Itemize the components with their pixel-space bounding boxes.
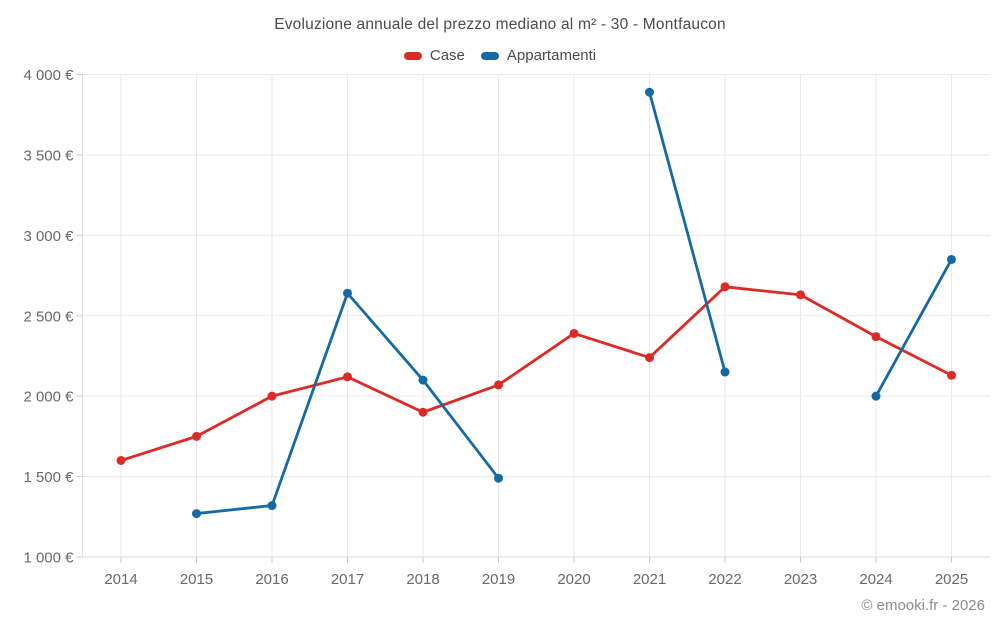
appartamenti-line [874,258,953,398]
appartamenti-point-2015[interactable] [192,509,201,519]
y-axis-label: 4 000 € [23,67,74,84]
x-axis-label: 2014 [104,571,137,588]
case-point-2017[interactable] [343,372,352,382]
x-axis-label: 2015 [180,571,213,588]
chart-legend: Case Appartamenti [0,47,1000,64]
legend-item-case[interactable]: Case [403,47,465,64]
legend-swatch-icon [480,51,499,60]
case-point-2020[interactable] [569,328,579,338]
copyright-watermark: © emooki.fr - 2026 [861,597,985,614]
case-point-2015[interactable] [192,431,201,441]
case-point-2025[interactable] [947,370,956,380]
case-line [119,285,953,462]
appartamenti-point-2016[interactable] [267,501,277,511]
y-axis-label: 2 000 € [23,389,74,406]
appartamenti-line [648,90,727,374]
chart-title: Evoluzione annuale del prezzo mediano al… [274,16,726,33]
x-axis-label: 2019 [482,571,515,588]
x-axis-label: 2016 [255,571,288,588]
appartamenti-point-2025[interactable] [947,254,956,264]
case-point-2022[interactable] [720,282,730,292]
legend-label: Appartamenti [506,47,597,64]
appartamenti-point-2021[interactable] [645,87,654,97]
x-axis-label: 2025 [935,571,968,588]
y-axis-label: 2 500 € [23,308,74,325]
x-axis-label: 2023 [784,571,817,588]
x-axis-label: 2017 [331,571,364,588]
case-point-2024[interactable] [871,332,881,342]
appartamenti-point-2019[interactable] [494,473,503,483]
case-point-2014[interactable] [116,456,126,465]
x-axis-label: 2018 [406,571,439,588]
legend-swatch-icon [403,51,422,60]
x-axis-label: 2020 [557,571,590,588]
x-axis-label: 2021 [633,571,666,588]
x-axis-label: 2022 [708,571,741,588]
appartamenti-point-2018[interactable] [418,375,428,385]
appartamenti-point-2017[interactable] [343,288,352,298]
appartamenti-point-2022[interactable] [720,367,730,377]
appartamenti-point-2024[interactable] [871,391,881,401]
y-axis-label: 3 500 € [23,147,74,164]
case-point-2023[interactable] [796,290,805,300]
case-point-2021[interactable] [645,353,654,363]
x-axis-label: 2024 [859,571,892,588]
y-axis-label: 1 500 € [23,469,74,486]
y-axis-label: 3 000 € [23,228,74,245]
legend-label: Case [429,47,465,64]
case-point-2018[interactable] [418,407,428,417]
case-point-2016[interactable] [267,391,277,401]
case-point-2019[interactable] [494,380,503,390]
legend-item-appartamenti[interactable]: Appartamenti [480,47,597,64]
y-axis-label: 1 000 € [23,550,74,567]
